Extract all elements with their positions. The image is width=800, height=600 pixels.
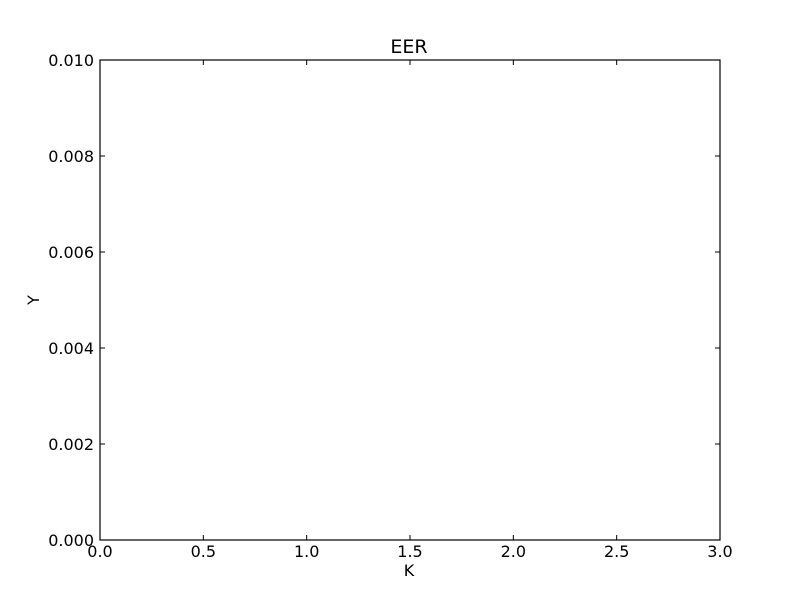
x-tick-label: 2.5 [604,542,629,561]
x-tick-label: 3.0 [707,542,732,561]
y-tick-label: 0.008 [48,147,94,166]
y-tick-label: 0.010 [48,51,94,70]
y-tick-label: 0.002 [48,435,94,454]
x-axis-ticks: 0.0 0.5 1.0 1.5 2.0 2.5 3.0 [87,60,733,561]
y-axis-label: Y [24,295,43,306]
chart-title: EER [390,36,427,58]
x-tick-label: 0.0 [87,542,112,561]
x-tick-label: 1.0 [294,542,319,561]
y-tick-label: 0.004 [48,339,94,358]
y-tick-label: 0.006 [48,243,94,262]
y-tick-label: 0.000 [48,531,94,550]
y-axis-ticks: 0.000 0.002 0.004 0.006 0.008 0.010 [48,51,720,550]
x-axis-label: K [404,561,415,580]
x-tick-label: 2.0 [501,542,526,561]
x-tick-label: 1.5 [397,542,422,561]
plot-area [99,59,721,541]
x-tick-label: 0.5 [191,542,216,561]
